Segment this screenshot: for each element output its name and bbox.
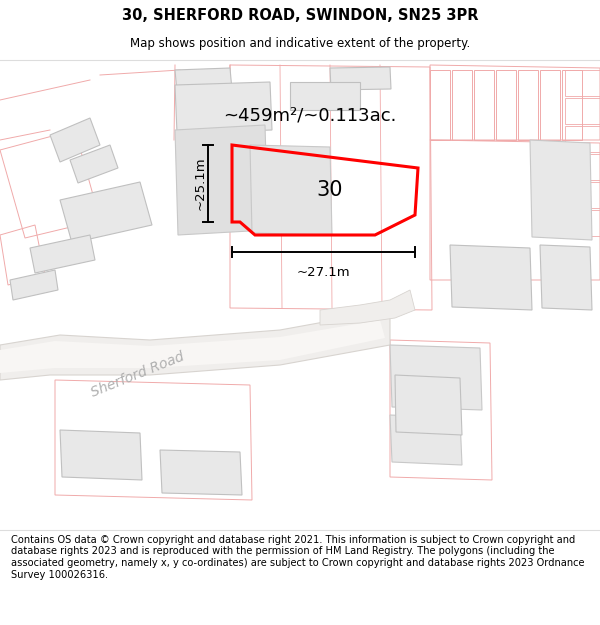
Polygon shape: [530, 140, 592, 240]
Polygon shape: [395, 375, 462, 435]
Polygon shape: [0, 320, 385, 373]
Text: ~27.1m: ~27.1m: [296, 266, 350, 279]
Polygon shape: [320, 290, 415, 325]
Polygon shape: [175, 68, 232, 92]
Polygon shape: [330, 67, 391, 90]
Polygon shape: [50, 118, 100, 162]
Polygon shape: [160, 450, 242, 495]
Polygon shape: [390, 415, 462, 465]
Polygon shape: [0, 310, 390, 380]
Text: 30, SHERFORD ROAD, SWINDON, SN25 3PR: 30, SHERFORD ROAD, SWINDON, SN25 3PR: [122, 8, 478, 22]
Polygon shape: [175, 82, 272, 133]
Polygon shape: [60, 182, 152, 243]
Polygon shape: [390, 345, 482, 410]
Polygon shape: [175, 125, 268, 235]
Polygon shape: [30, 235, 95, 273]
Polygon shape: [10, 270, 58, 300]
Polygon shape: [70, 145, 118, 183]
Polygon shape: [540, 245, 592, 310]
Polygon shape: [250, 145, 332, 235]
Text: Sherford Road: Sherford Road: [89, 350, 187, 400]
Text: Map shows position and indicative extent of the property.: Map shows position and indicative extent…: [130, 37, 470, 50]
Text: ~459m²/~0.113ac.: ~459m²/~0.113ac.: [223, 106, 397, 124]
Text: Contains OS data © Crown copyright and database right 2021. This information is : Contains OS data © Crown copyright and d…: [11, 535, 584, 579]
Text: ~25.1m: ~25.1m: [193, 157, 206, 210]
Text: 30: 30: [317, 180, 343, 200]
Polygon shape: [60, 430, 142, 480]
Polygon shape: [290, 82, 360, 110]
Polygon shape: [450, 245, 532, 310]
